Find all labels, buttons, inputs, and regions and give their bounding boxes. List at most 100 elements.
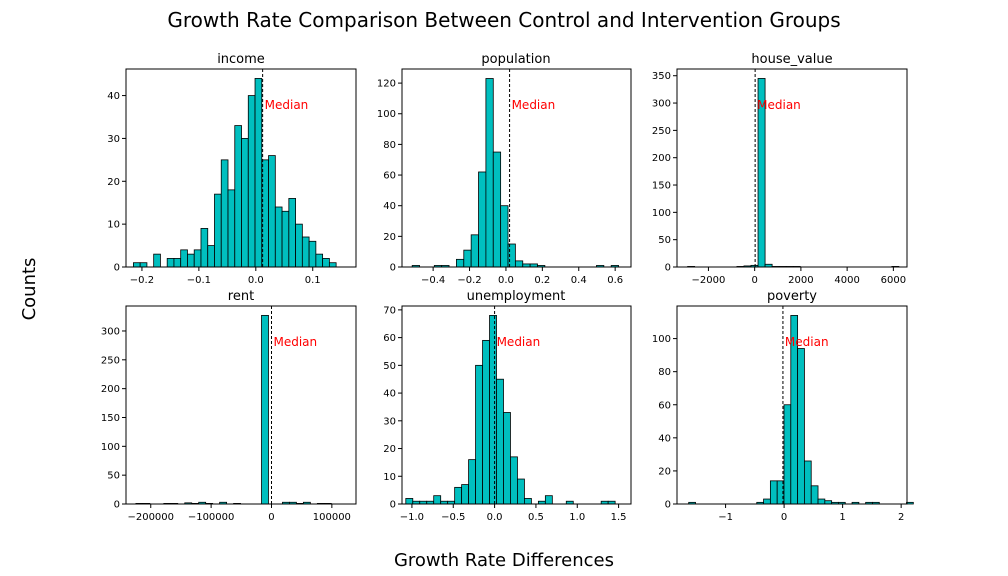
house-value-x-tick-label: 6000: [881, 275, 906, 286]
income-bar: [315, 253, 324, 268]
income-y-tick-label: 30: [107, 134, 120, 145]
rent-bar: [261, 314, 269, 505]
rent-y-tick-label: 100: [101, 442, 120, 453]
unemployment-x-tick-label: 0.5: [528, 512, 544, 523]
unemployment-axes-frame: [401, 305, 632, 505]
rent-y-tick-label: 0: [114, 500, 120, 511]
house-value-histogram: house_value Median −2000 0 2000 4000 6000 0 50 10…: [652, 52, 908, 286]
poverty-y-tick-label: 80: [658, 367, 671, 378]
unemployment-bar: [475, 364, 483, 505]
population-x-tick-label: 0.6: [607, 275, 623, 286]
panel-title-house-value: house_value: [751, 52, 832, 67]
income-bar: [281, 210, 290, 268]
unemployment-y-tick-label: 60: [383, 333, 396, 344]
population-y-tick-label: 80: [383, 140, 396, 151]
rent-x-tick-label: −200000: [127, 512, 174, 523]
house-value-x-tick-label: 2000: [788, 275, 813, 286]
unemployment-bar: [489, 315, 497, 505]
income-bar: [247, 95, 256, 268]
poverty-bar: [797, 348, 805, 505]
rent-y-tick-label: 150: [101, 413, 120, 424]
poverty-x-tick-label: −1: [718, 512, 733, 523]
panel-title-poverty: poverty: [767, 289, 817, 304]
income-bar: [200, 228, 209, 268]
house-value-y-tick-label: 250: [652, 126, 671, 137]
unemployment-bar: [454, 486, 463, 505]
poverty-y-tick-label: 0: [665, 500, 671, 511]
rent-x-tick-label: −100000: [188, 512, 235, 523]
income-bar: [268, 155, 276, 268]
population-axes-frame: [401, 68, 632, 268]
income-x-tick-label: 0.1: [305, 275, 321, 286]
rent-y-tick-label: 200: [101, 384, 120, 395]
income-bar: [139, 262, 148, 268]
income-bar: [173, 258, 182, 268]
population-x-tick-label: 0.0: [498, 275, 514, 286]
population-x-tick-label: 0.4: [571, 275, 587, 286]
income-bar: [227, 189, 236, 268]
population-y-tick-label: 60: [383, 171, 396, 182]
house-value-x-tick-label: −2000: [692, 275, 726, 286]
income-axes-frame: [125, 68, 357, 268]
house-value-x-tick-label: 0: [751, 275, 757, 286]
income-y-tick-label: 20: [107, 177, 120, 188]
income-bar: [207, 245, 215, 268]
income-y-tick-label: 10: [107, 220, 120, 231]
income-x-tick-label: 0.0: [248, 275, 264, 286]
unemployment-x-tick-label: −1.0: [400, 512, 424, 523]
rent-y-tick-label: 250: [101, 355, 120, 366]
rent-x-tick-label: 100000: [313, 512, 351, 523]
house-value-y-tick-label: 300: [652, 99, 671, 110]
income-bar: [288, 198, 296, 268]
figure-title: Growth Rate Comparison Between Control a…: [167, 8, 840, 32]
rent-x-tick-label: 0: [268, 512, 274, 523]
unemployment-bar: [433, 495, 442, 505]
income-median-label: Median: [265, 98, 309, 112]
population-bar: [456, 258, 465, 268]
income-bar: [214, 193, 222, 268]
unemployment-y-tick-label: 0: [390, 500, 396, 511]
income-y-tick-label: 0: [114, 263, 120, 274]
house-value-y-tick-label: 100: [652, 208, 671, 219]
poverty-y-tick-label: 20: [658, 466, 671, 477]
population-x-tick-label: 0.2: [534, 275, 550, 286]
population-y-tick-label: 0: [390, 263, 396, 274]
population-bar: [492, 151, 502, 268]
poverty-y-tick-label: 40: [658, 433, 671, 444]
population-y-tick-label: 20: [383, 232, 396, 243]
house-value-y-tick-label: 200: [652, 153, 671, 164]
poverty-bar: [906, 501, 914, 505]
income-histogram: income Median −0.2 −0.1 0.0 0.1 0 10 20 30 40: [107, 52, 357, 286]
figure-y-label: Counts: [19, 258, 40, 321]
unemployment-bar: [405, 498, 414, 505]
unemployment-y-tick-label: 50: [383, 361, 396, 372]
house-value-y-tick-label: 350: [652, 71, 671, 82]
panel-title-population: population: [481, 52, 550, 67]
figure-x-label: Growth Rate Differences: [394, 550, 614, 571]
income-bar: [220, 159, 229, 268]
poverty-x-tick-label: 2: [898, 512, 904, 523]
poverty-x-tick-label: 1: [839, 512, 845, 523]
income-bar: [254, 78, 263, 268]
income-bar: [193, 249, 202, 268]
unemployment-x-tick-label: −0.5: [441, 512, 465, 523]
house-value-axes-frame: [676, 68, 908, 268]
income-x-tick-label: −0.2: [130, 275, 154, 286]
poverty-y-tick-label: 100: [652, 334, 671, 345]
rent-median-label: Median: [273, 335, 317, 349]
unemployment-y-tick-label: 30: [383, 416, 396, 427]
unemployment-bar: [544, 495, 553, 505]
income-bar: [234, 125, 242, 268]
population-y-tick-label: 120: [377, 79, 396, 90]
unemployment-bar: [510, 456, 518, 505]
income-y-tick-label: 40: [107, 91, 120, 102]
panel-title-income: income: [217, 52, 265, 67]
rent-histogram: rent Median −200000 −100000 0 100000 0 50 100 150…: [101, 289, 357, 523]
unemployment-bar: [482, 339, 490, 505]
unemployment-bar: [461, 484, 469, 505]
income-bar: [295, 223, 303, 268]
unemployment-y-tick-label: 40: [383, 389, 396, 400]
rent-y-tick-label: 50: [107, 471, 120, 482]
